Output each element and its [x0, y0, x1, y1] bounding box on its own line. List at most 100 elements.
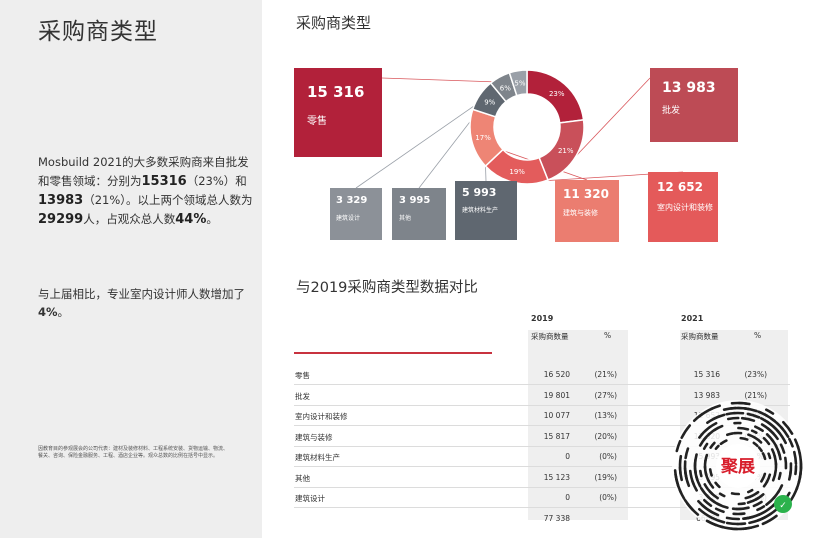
qr-dot: [673, 469, 678, 481]
qr-dot: [709, 441, 716, 449]
qr-dot: [680, 424, 692, 440]
cell-2019-pct: (0%): [599, 493, 617, 502]
box-decoration-num: 11 320: [563, 187, 609, 201]
row-label: 批发: [295, 391, 310, 401]
cell-2019-count: 0: [565, 452, 570, 461]
cell-2019-count: 10 077: [543, 411, 570, 420]
slice-label-6: 5%: [514, 80, 525, 88]
footnote: 因教育目的参观展会的公司代表：建材及装修材料、工程系统安装、货物运输、物流、餐关…: [38, 446, 229, 459]
cell-2019-pct: (19%): [594, 472, 617, 482]
summary-wholesale-count: 13983: [38, 193, 84, 208]
qr-dot: [726, 416, 740, 421]
qr-dot: [748, 516, 767, 525]
qr-dot: [752, 441, 759, 448]
qr-dot: [740, 416, 756, 423]
hdr-2021-count: 采购商数量: [681, 332, 719, 341]
summary-total: 29299: [38, 212, 84, 227]
box-wholesale-label: 批发: [662, 106, 681, 116]
qr-dot: [726, 432, 734, 437]
slice-label-4: 9%: [484, 99, 495, 107]
box-architecture-num: 3 329: [336, 195, 368, 206]
summary-text-g: 人，占观众总人数: [83, 212, 176, 226]
qr-dot: [761, 514, 778, 526]
qr-dot: [767, 452, 772, 460]
qr-dot: [688, 469, 695, 486]
cell-2021-count: 15 316: [693, 370, 720, 379]
qr-dot: [712, 413, 726, 421]
qr-dot: [756, 505, 766, 512]
qr-dot: [742, 515, 755, 521]
qr-dot: [762, 480, 769, 488]
hdr-2019-count: 采购商数量: [531, 332, 569, 341]
qr-dot: [754, 425, 764, 433]
row-label: 建筑设计: [295, 494, 325, 503]
cell-2019-pct: (13%): [594, 411, 617, 420]
qr-dot: [703, 483, 709, 490]
summary-text-i: 。: [206, 212, 218, 226]
summary-percent: 44%: [175, 212, 207, 227]
slice-label-5: 6%: [500, 85, 511, 93]
qr-dot: [788, 437, 794, 448]
qr-dot: [714, 481, 721, 489]
qr-dot: [794, 464, 798, 476]
box-other-num: 3 995: [399, 195, 431, 206]
qr-dot: [705, 519, 718, 527]
qr-dot: [746, 412, 761, 419]
summary-text-e: （21%）。以上两个领域总人数为: [83, 193, 253, 207]
slice-label-2: 19%: [509, 168, 525, 176]
box-materials-num: 5 993: [462, 186, 497, 199]
summary-text-c: （23%）和: [186, 174, 247, 188]
row-divider: [294, 486, 790, 488]
cell-2019-count: 15 817: [543, 431, 570, 441]
qr-dot: [697, 499, 708, 510]
qr-dot: [737, 401, 748, 405]
slice-label-1: 21%: [558, 147, 574, 155]
year-2021: 2021: [681, 314, 704, 323]
qr-dot: [697, 507, 713, 519]
cell-2019-pct: (27%): [594, 390, 617, 400]
qr-dot: [757, 446, 763, 453]
qr-dot: [750, 429, 758, 434]
row-label: 其他: [295, 473, 310, 483]
qr-dot: [737, 502, 746, 506]
hdr-2019-pct: %: [604, 331, 612, 340]
qr-dot: [771, 431, 779, 441]
box-materials: 5 993 建筑材料生产: [455, 181, 517, 240]
box-architecture: 3 329 建筑设计: [330, 188, 382, 240]
box-decoration: 11 320 建筑与装修: [555, 180, 619, 242]
row-label: 零售: [295, 371, 310, 380]
cell-2021-pct: (21%): [744, 390, 767, 400]
qr-dot: [725, 516, 741, 521]
row-divider: [294, 384, 790, 385]
qr-dot: [730, 492, 741, 496]
qr-dot: [781, 420, 794, 435]
row-label: 建筑与装修: [295, 432, 333, 442]
qr-dot: [777, 450, 782, 461]
summary-paragraph: Mosbuild 2021的大多数采购商来自批发和零售领域：分别为15316（2…: [38, 153, 258, 229]
year-2019: 2019: [531, 314, 554, 323]
qr-dot: [760, 472, 767, 483]
qr-dot: [771, 468, 778, 482]
qr-logo-text: 聚展: [720, 457, 755, 477]
table-title: 与2019采购商类型数据对比: [296, 280, 478, 296]
box-retail-label: 零售: [307, 116, 327, 127]
qr-dot: [707, 421, 718, 429]
row-divider: [294, 425, 790, 426]
qr-dot: [743, 407, 758, 413]
box-wholesale-num: 13 983: [662, 80, 716, 96]
box-materials-label: 建筑材料生产: [462, 207, 499, 214]
box-decoration-label: 建筑与装修: [563, 209, 598, 217]
cell-2019-pct: (0%): [599, 452, 617, 461]
qr-dot: [683, 498, 695, 512]
qr-dot: [765, 495, 776, 506]
box-architecture-label: 建筑设计: [336, 215, 361, 222]
qr-dot: [714, 444, 720, 451]
summary-retail-count: 15316: [141, 174, 187, 189]
qr-dot: [739, 436, 749, 441]
qr-dot: [678, 454, 683, 475]
row-divider: [294, 466, 790, 467]
qr-dot: [784, 456, 788, 470]
donut-labels: 23% 21% 19% 17% 9% 6%5%: [475, 80, 574, 176]
qr-dot: [684, 447, 690, 460]
